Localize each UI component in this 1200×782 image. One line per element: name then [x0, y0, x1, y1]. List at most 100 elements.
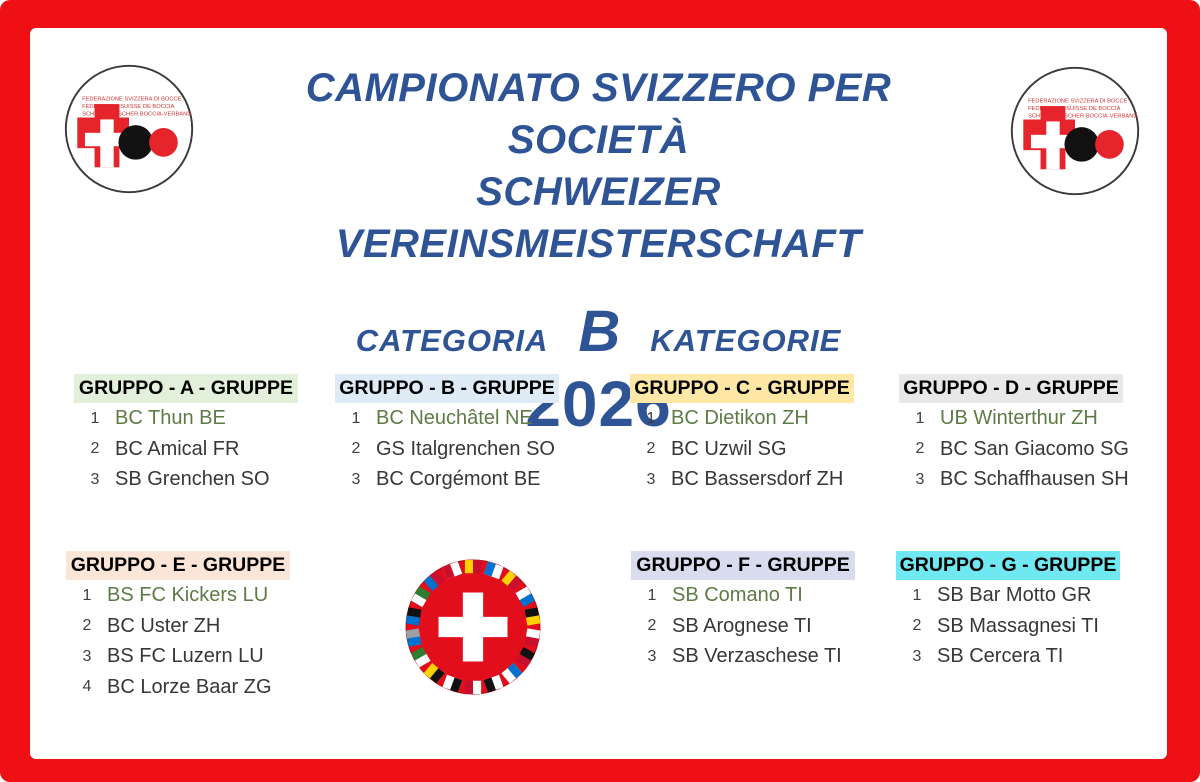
group-g: GRUPPO - G - GRUPPE 1 SB Bar Motto GR 2 …	[896, 551, 1120, 672]
team-row: 2 BC San Giacomo SG	[899, 435, 1129, 465]
group-b: GRUPPO - B - GRUPPE 1 BC Neuchâtel NE 2 …	[335, 374, 559, 495]
team-row: 3 SB Verzaschese TI	[631, 642, 855, 672]
team-rank: 1	[912, 586, 922, 604]
team-name: BC Uster ZH	[107, 614, 221, 637]
team-row: 1 BS FC Kickers LU	[66, 581, 290, 611]
team-row: 3 BC Bassersdorf ZH	[630, 465, 854, 495]
logo-red-ball	[149, 128, 178, 157]
federation-logo-right: FEDERAZIONE SVIZZERA DI BOCCE FEDERATION…	[1008, 62, 1142, 200]
team-row: 1 BC Thun BE	[74, 404, 298, 434]
team-rank: 3	[647, 647, 657, 665]
team-rank: 1	[82, 586, 92, 604]
logo-text-line1: FEDERAZIONE SVIZZERA DI BOCCE	[1028, 98, 1128, 104]
team-rank: 2	[912, 617, 922, 635]
team-name: BC San Giacomo SG	[940, 437, 1129, 460]
team-rank: 2	[915, 440, 925, 458]
team-name: SB Comano TI	[672, 584, 803, 607]
group-e: GRUPPO - E - GRUPPE 1 BS FC Kickers LU 2…	[66, 551, 290, 702]
category-row: CATEGORIA B KATEGORIE	[215, 298, 982, 365]
team-row: 2 BC Uster ZH	[66, 612, 290, 642]
team-name: SB Verzaschese TI	[672, 645, 842, 668]
title-german: SCHWEIZER VEREINSMEISTERSCHAFT	[335, 170, 862, 266]
category-letter: B	[578, 299, 621, 364]
group-f: GRUPPO - F - GRUPPE 1 SB Comano TI 2 SB …	[631, 551, 855, 672]
logo-cross-shape	[77, 104, 129, 168]
team-rank: 1	[646, 409, 656, 427]
group-c: GRUPPO - C - GRUPPE 1 BC Dietikon ZH 2 B…	[630, 374, 854, 495]
team-rank: 1	[90, 409, 100, 427]
swiss-cantons-emblem	[402, 556, 544, 698]
team-row: 1 BC Neuchâtel NE	[335, 404, 559, 434]
white-cross	[438, 592, 508, 662]
team-name: GS Italgrenchen SO	[376, 437, 555, 460]
team-row: 3 BC Schaffhausen SH	[899, 465, 1129, 495]
team-row: 3 SB Grenchen SO	[74, 465, 298, 495]
team-name: BC Thun BE	[115, 407, 226, 430]
team-name: BC Bassersdorf ZH	[671, 468, 844, 491]
team-rank: 2	[90, 440, 100, 458]
logo-cross-shape	[1023, 106, 1075, 170]
team-rank: 3	[82, 647, 92, 665]
category-word-de: KATEGORIE	[650, 323, 842, 358]
team-rank: 3	[915, 470, 925, 488]
title-italian: CAMPIONATO SVIZZERO PER SOCIETÀ	[305, 66, 892, 162]
season-year: 2026	[525, 368, 672, 440]
team-rank: 3	[912, 647, 922, 665]
team-row: 2 BC Uzwil SG	[630, 435, 854, 465]
team-name: BC Neuchâtel NE	[376, 407, 533, 430]
team-rank: 2	[646, 440, 656, 458]
team-row: 1 BC Dietikon ZH	[630, 404, 854, 434]
category-word-it: CATEGORIA	[355, 323, 549, 358]
team-row: 2 BC Amical FR	[74, 435, 298, 465]
team-rank: 3	[90, 470, 100, 488]
team-name: BS FC Kickers LU	[107, 584, 269, 607]
team-rank: 3	[351, 470, 361, 488]
team-rank: 1	[351, 409, 361, 427]
logo-text-line2: FEDERATION SUISSE DE BOCCIA	[82, 104, 174, 110]
team-name: UB Winterthur ZH	[940, 407, 1098, 430]
team-row: 2 SB Massagnesi TI	[896, 612, 1120, 642]
team-row: 3 BC Corgémont BE	[335, 465, 559, 495]
team-name: BC Dietikon ZH	[671, 407, 809, 430]
group-c-header: GRUPPO - C - GRUPPE	[630, 374, 854, 403]
team-rank: 4	[82, 678, 92, 696]
team-row: 2 SB Arognese TI	[631, 612, 855, 642]
team-row: 1 SB Comano TI	[631, 581, 855, 611]
team-rank: 1	[915, 409, 925, 427]
group-d-header: GRUPPO - D - GRUPPE	[899, 374, 1123, 403]
team-name: BC Lorze Baar ZG	[107, 675, 272, 698]
team-name: BS FC Luzern LU	[107, 645, 264, 668]
group-e-header: GRUPPO - E - GRUPPE	[66, 551, 290, 580]
logo-text-line3: SCHWEIZERISCHER BOCCIA-VERBAND	[82, 112, 191, 118]
team-name: BC Corgémont BE	[376, 468, 541, 491]
team-name: SB Arognese TI	[672, 614, 812, 637]
team-row: 1 UB Winterthur ZH	[899, 404, 1123, 434]
logo-black-ball	[1064, 127, 1099, 162]
team-name: SB Cercera TI	[937, 645, 1064, 668]
team-rank: 2	[351, 440, 361, 458]
team-row: 2 GS Italgrenchen SO	[335, 435, 559, 465]
poster-canvas: FEDERAZIONE SVIZZERA DI BOCCE FEDERATION…	[30, 28, 1167, 759]
team-rank: 2	[82, 617, 92, 635]
federation-logo-icon: FEDERAZIONE SVIZZERA DI BOCCE FEDERATION…	[1010, 66, 1140, 196]
federation-logo-icon: FEDERAZIONE SVIZZERA DI BOCCE FEDERATION…	[64, 64, 194, 194]
team-rank: 2	[647, 617, 657, 635]
logo-black-ball	[118, 125, 153, 160]
team-name: BC Amical FR	[115, 437, 240, 460]
group-f-header: GRUPPO - F - GRUPPE	[631, 551, 855, 580]
group-a-header: GRUPPO - A - GRUPPE	[74, 374, 298, 403]
team-row: 1 SB Bar Motto GR	[896, 581, 1120, 611]
team-row: 4 BC Lorze Baar ZG	[66, 673, 290, 703]
group-g-header: GRUPPO - G - GRUPPE	[896, 551, 1120, 580]
team-name: BC Schaffhausen SH	[940, 468, 1129, 491]
federation-logo-left: FEDERAZIONE SVIZZERA DI BOCCE FEDERATION…	[62, 60, 196, 198]
team-name: SB Grenchen SO	[115, 468, 270, 491]
team-name: SB Bar Motto GR	[937, 584, 1092, 607]
swiss-cross-icon	[405, 559, 541, 695]
logo-text-line3: SCHWEIZERISCHER BOCCIA-VERBAND	[1028, 114, 1137, 120]
team-name: SB Massagnesi TI	[937, 614, 1099, 637]
team-rank: 3	[646, 470, 656, 488]
group-b-header: GRUPPO - B - GRUPPE	[335, 374, 559, 403]
canton-flags-ring	[405, 560, 541, 694]
